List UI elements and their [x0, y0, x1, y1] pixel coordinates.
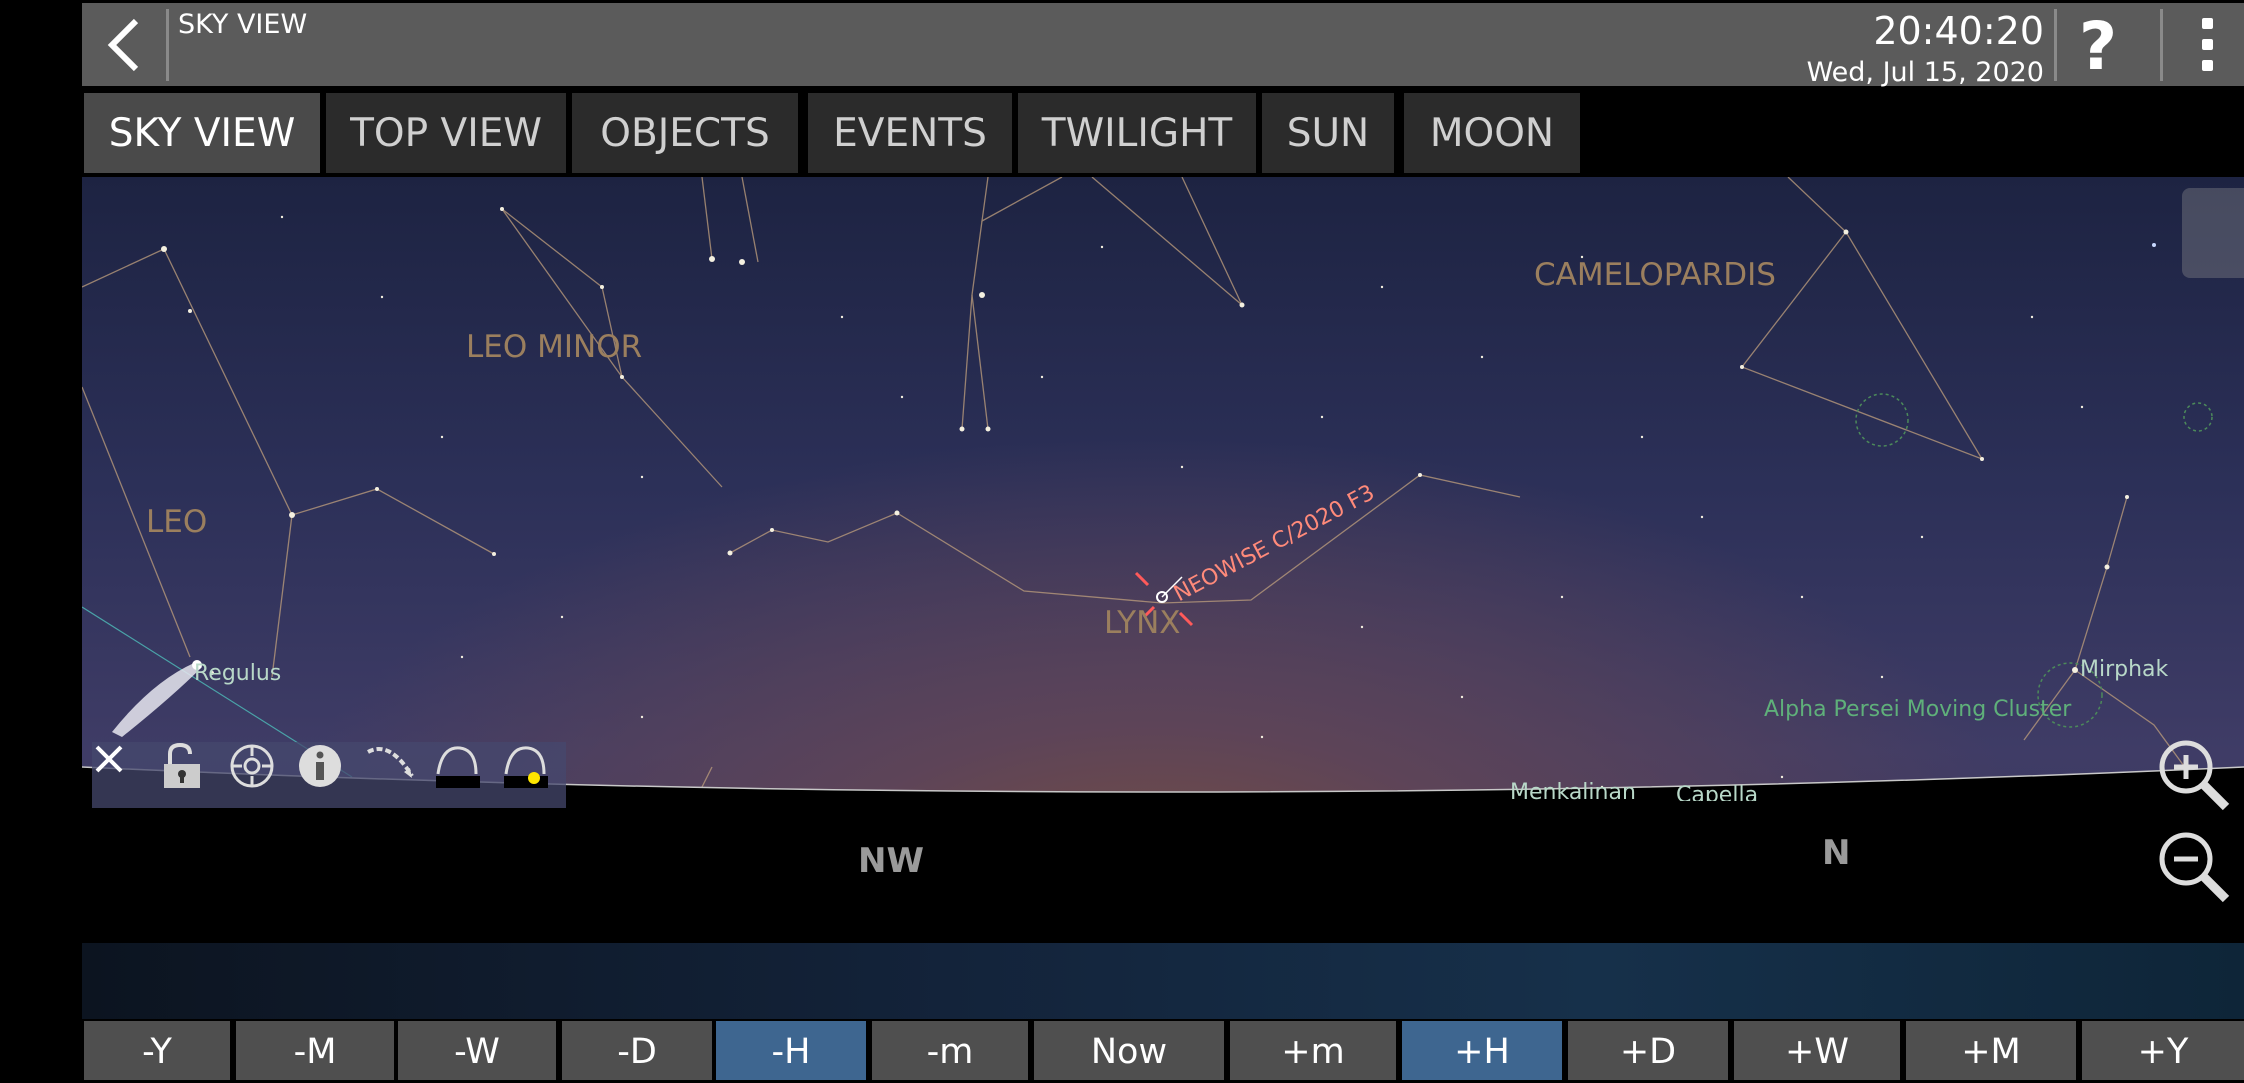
star-label-capella: Capella [1676, 783, 1759, 801]
header-divider [166, 9, 169, 81]
time-minus-year-button[interactable]: -Y [84, 1021, 230, 1080]
object-info: NEOWISE α=7h 50m δ=47° 05' A=328° h=10° … [92, 937, 409, 943]
tab-top-view[interactable]: TOP VIEW [326, 93, 566, 173]
page-title: SKY VIEW [178, 9, 308, 40]
tab-objects[interactable]: OBJECTS [572, 93, 798, 173]
constellation-label-lynx: LYNX [1104, 605, 1181, 641]
overflow-menu-icon[interactable] [2170, 3, 2244, 86]
cluster-label: Alpha Persei Moving Cluster [1764, 697, 2072, 722]
tab-sun[interactable]: SUN [1262, 93, 1394, 173]
deep-sky-objects [1855, 393, 2213, 728]
time-minus-day-button[interactable]: -D [562, 1021, 712, 1080]
info-icon[interactable] [296, 742, 362, 808]
time-plus-minute-button[interactable]: +m [1230, 1021, 1396, 1080]
unlock-icon[interactable] [160, 742, 226, 808]
tab-events[interactable]: EVENTS [808, 93, 1012, 173]
constellation-label-camelopardis: CAMELOPARDIS [1534, 257, 1776, 293]
time-minus-hour-button[interactable]: -H [716, 1021, 866, 1080]
constellation-label-leo-minor: LEO MINOR [466, 329, 643, 365]
star-label-mirphak: Mirphak [2080, 657, 2169, 682]
zoom-out-icon[interactable] [2154, 827, 2234, 907]
rise-set-icon[interactable] [432, 742, 498, 808]
tab-sky-view[interactable]: SKY VIEW [84, 93, 320, 173]
object-toolbar [92, 742, 566, 808]
visibility-icon[interactable] [500, 742, 566, 808]
time-minus-week-button[interactable]: -W [398, 1021, 556, 1080]
help-button[interactable]: ? [2078, 8, 2118, 85]
header-bar: SKY VIEW 20:40:20 Wed, Jul 15, 2020 ? [82, 3, 2244, 88]
time-plus-hour-button[interactable]: +H [1402, 1021, 1562, 1080]
time-plus-day-button[interactable]: +D [1568, 1021, 1728, 1080]
back-button[interactable] [82, 3, 166, 86]
time-minus-minute-button[interactable]: -m [872, 1021, 1028, 1080]
star-label-regulus: Regulus [194, 661, 282, 686]
sky-chart [82, 177, 2244, 943]
time-minus-month-button[interactable]: -M [236, 1021, 394, 1080]
current-date[interactable]: Wed, Jul 15, 2020 [1806, 57, 2044, 88]
comet-icon [112, 660, 202, 737]
trajectory-icon[interactable] [364, 742, 430, 808]
constellation-label-leo: LEO [146, 504, 208, 540]
horizon-line [82, 767, 2244, 943]
direction-n: N [1822, 833, 1851, 873]
constellation-lines [82, 177, 2193, 828]
time-slider[interactable] [82, 943, 2244, 1019]
zoom-in-icon[interactable] [2154, 735, 2234, 815]
comet-neowise-marker [1134, 571, 1194, 627]
tab-twilight[interactable]: TWILIGHT [1018, 93, 1256, 173]
star-field [161, 207, 2156, 789]
star-label-menkalinan: Menkalinan [1510, 780, 1636, 805]
current-time[interactable]: 20:40:20 [1873, 9, 2044, 53]
back-arrow-icon [107, 18, 139, 71]
target-icon[interactable] [228, 742, 294, 808]
side-panel-handle[interactable] [2182, 188, 2244, 278]
close-icon[interactable] [92, 742, 158, 808]
sky-map[interactable]: LEO MINOR LEO LYNX CAMELOPARDIS NEOWISE … [82, 177, 2244, 943]
time-plus-year-button[interactable]: +Y [2082, 1021, 2244, 1080]
time-plus-month-button[interactable]: +M [1906, 1021, 2076, 1080]
header-divider [2054, 9, 2057, 81]
header-divider [2160, 9, 2163, 81]
object-name: NEOWISE [92, 937, 409, 943]
tab-moon[interactable]: MOON [1404, 93, 1580, 173]
direction-nw: NW [858, 841, 924, 881]
time-now-button[interactable]: Now [1034, 1021, 1224, 1080]
time-plus-week-button[interactable]: +W [1734, 1021, 1900, 1080]
